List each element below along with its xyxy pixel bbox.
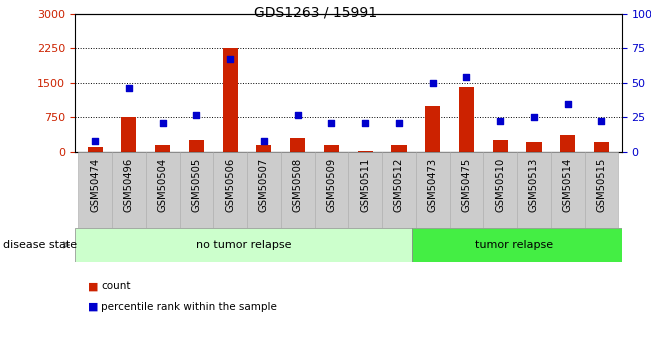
Point xyxy=(326,120,337,126)
Point xyxy=(562,101,573,106)
Point xyxy=(124,86,134,91)
Text: GSM50513: GSM50513 xyxy=(529,158,539,212)
Bar xyxy=(314,152,348,228)
Text: GSM50474: GSM50474 xyxy=(90,158,100,212)
Bar xyxy=(416,152,450,228)
Text: tumor relapse: tumor relapse xyxy=(475,240,553,250)
Bar xyxy=(594,142,609,152)
Text: GSM50506: GSM50506 xyxy=(225,158,235,212)
Text: disease state: disease state xyxy=(3,240,77,250)
Text: GSM50515: GSM50515 xyxy=(596,158,607,212)
Point xyxy=(596,119,607,124)
Point xyxy=(158,120,168,126)
Point xyxy=(394,120,404,126)
Bar xyxy=(87,147,103,152)
Bar xyxy=(281,152,314,228)
Bar xyxy=(290,138,305,152)
Bar xyxy=(223,48,238,152)
Bar xyxy=(459,87,474,152)
Bar xyxy=(551,152,585,228)
Bar xyxy=(413,228,622,262)
Text: GSM50510: GSM50510 xyxy=(495,158,505,212)
Bar xyxy=(517,152,551,228)
Text: GDS1263 / 15991: GDS1263 / 15991 xyxy=(254,5,378,19)
Bar xyxy=(527,142,542,152)
Text: GSM50507: GSM50507 xyxy=(259,158,269,212)
Bar xyxy=(121,117,137,152)
Bar xyxy=(78,152,112,228)
Bar xyxy=(425,106,440,152)
Point xyxy=(292,112,303,117)
Bar xyxy=(382,152,416,228)
Text: GSM50504: GSM50504 xyxy=(158,158,167,212)
Text: no tumor relapse: no tumor relapse xyxy=(196,240,292,250)
Bar xyxy=(75,228,413,262)
Bar xyxy=(214,152,247,228)
Bar xyxy=(560,136,575,152)
Bar xyxy=(146,152,180,228)
Text: GSM50509: GSM50509 xyxy=(326,158,337,212)
Bar xyxy=(450,152,483,228)
Text: GSM50496: GSM50496 xyxy=(124,158,134,212)
Text: ■: ■ xyxy=(88,302,98,312)
Text: ■: ■ xyxy=(88,282,98,291)
Text: GSM50473: GSM50473 xyxy=(428,158,437,212)
Text: percentile rank within the sample: percentile rank within the sample xyxy=(101,302,277,312)
Text: GSM50511: GSM50511 xyxy=(360,158,370,212)
Bar xyxy=(324,145,339,152)
Point xyxy=(461,75,471,80)
Point xyxy=(428,80,438,86)
Text: GSM50512: GSM50512 xyxy=(394,158,404,212)
Bar xyxy=(189,140,204,152)
Text: GSM50508: GSM50508 xyxy=(293,158,303,212)
Bar xyxy=(112,152,146,228)
Bar xyxy=(180,152,214,228)
Bar xyxy=(483,152,517,228)
Text: GSM50514: GSM50514 xyxy=(562,158,573,212)
Bar xyxy=(256,145,271,152)
Point xyxy=(90,138,100,144)
Bar xyxy=(585,152,618,228)
Text: count: count xyxy=(101,282,130,291)
Text: GSM50475: GSM50475 xyxy=(462,158,471,212)
Bar xyxy=(348,152,382,228)
Bar xyxy=(247,152,281,228)
Text: GSM50505: GSM50505 xyxy=(191,158,201,212)
Bar xyxy=(493,140,508,152)
Bar xyxy=(155,145,170,152)
Point xyxy=(495,119,505,124)
Point xyxy=(360,120,370,126)
Bar xyxy=(357,151,373,152)
Point xyxy=(225,57,236,62)
Point xyxy=(191,112,202,117)
Point xyxy=(258,138,269,144)
Bar xyxy=(391,145,406,152)
Point xyxy=(529,115,539,120)
